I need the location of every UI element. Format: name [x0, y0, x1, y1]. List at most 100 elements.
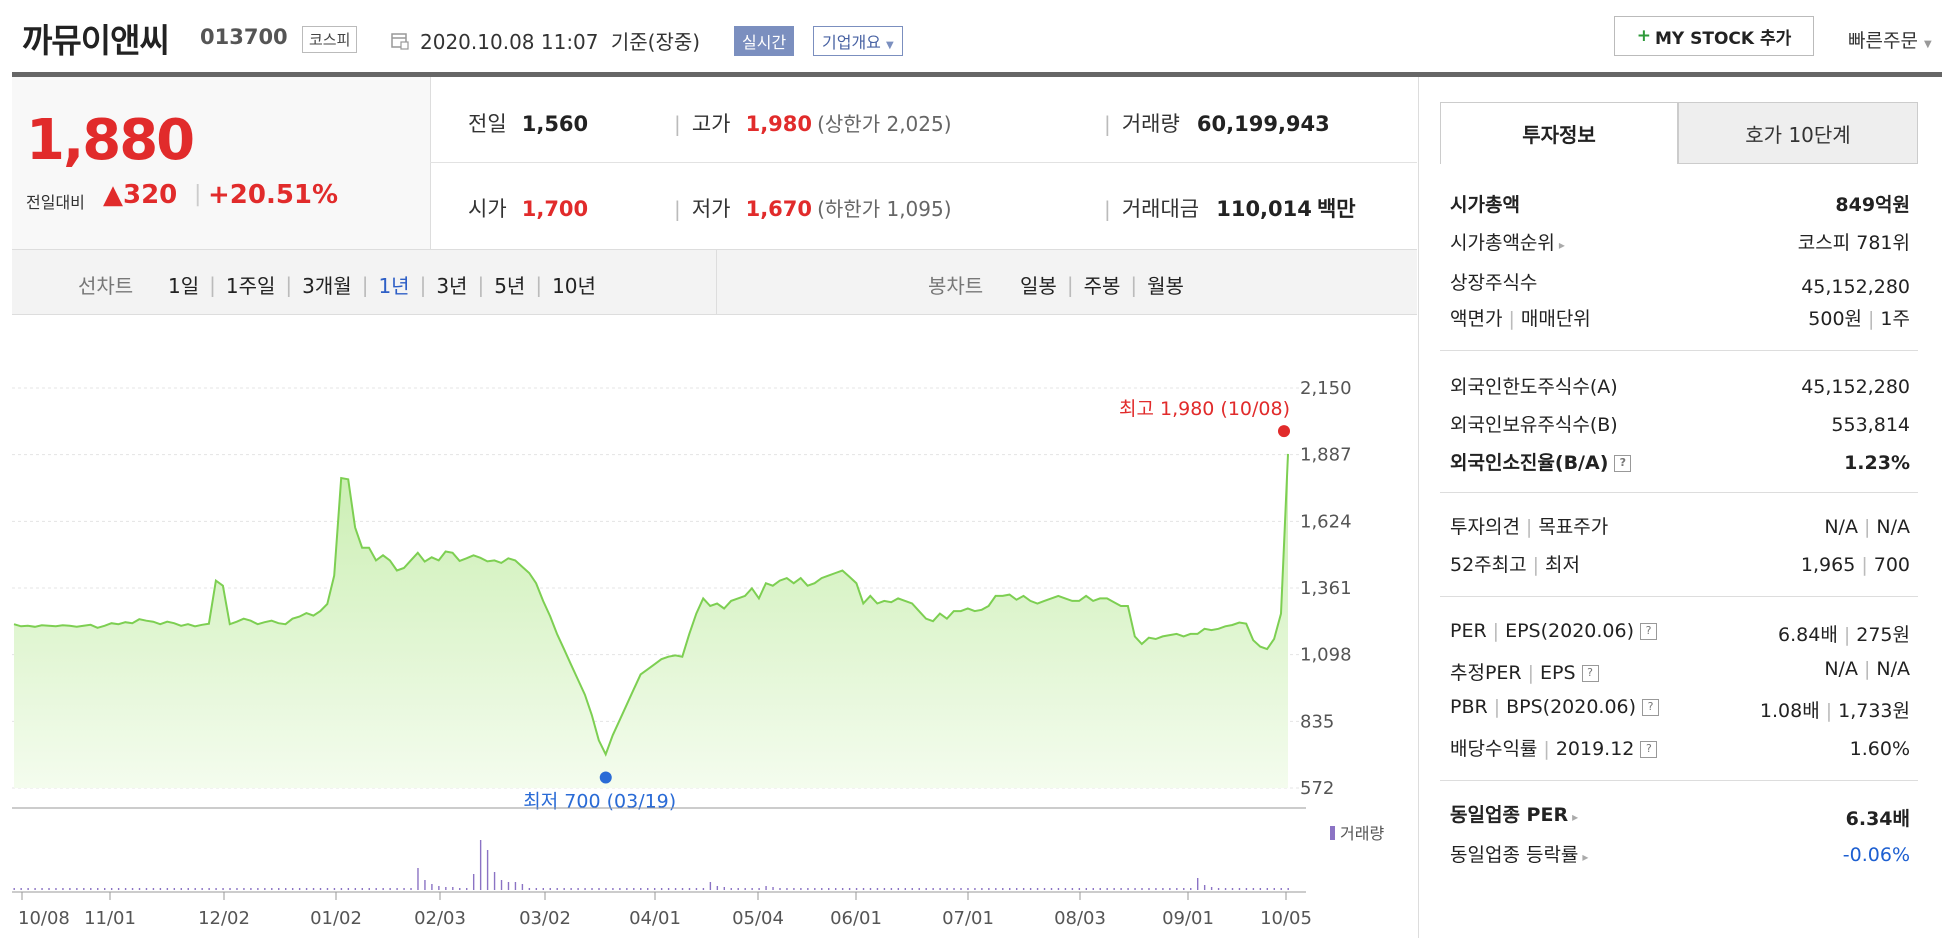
period-tab-1d[interactable]: 1일: [168, 274, 200, 298]
section-divider: [1440, 350, 1918, 351]
volume-bar: [173, 888, 176, 890]
volume-bar: [1127, 888, 1129, 890]
mcap-label: 시가총액: [1450, 194, 1520, 216]
cell-divider: |: [1104, 112, 1111, 136]
tab-divider: |: [209, 272, 216, 297]
volume-bar: [876, 888, 879, 890]
volume-bar: [466, 888, 468, 890]
volume-bar: [1113, 888, 1115, 890]
period-tab-3y[interactable]: 3년: [436, 274, 468, 298]
period-tab-1w[interactable]: 1주일: [225, 274, 276, 298]
tab-divider: |: [419, 272, 427, 297]
sector-per-label: 동일업종 PER: [1450, 804, 1569, 826]
candle-chart-label: 봉차트: [928, 274, 984, 298]
per-label: PER: [1450, 620, 1487, 642]
row-sector-per[interactable]: 동일업종 PER ▸ 6.34배: [1450, 800, 1910, 830]
tab-investment-info[interactable]: 투자정보: [1440, 102, 1678, 164]
row-listed-shares: 상장주식수 45,152,280: [1450, 268, 1910, 298]
max-marker: [1278, 425, 1290, 438]
market-badge: 코스피: [302, 26, 358, 53]
company-overview-button[interactable]: 기업개요 ▼: [813, 26, 903, 56]
row-sector-change[interactable]: 동일업종 등락률 ▸ -0.06%: [1450, 840, 1910, 870]
volume-bar: [1106, 888, 1108, 890]
unit-label: 매매단위: [1520, 308, 1591, 330]
candle-period-tabs: 일봉 | 주봉 | 월봉: [1020, 270, 1184, 299]
prev-compare-label: 전일대비: [26, 193, 85, 212]
mcap-rank-label: 시가총액순위: [1450, 232, 1555, 254]
row-foreign-limit: 외국인한도주식수(A) 45,152,280: [1450, 372, 1910, 402]
foreign-hold-label: 외국인보유주식수(B): [1450, 414, 1618, 436]
stock-name: 까뮤이앤씨: [22, 21, 170, 60]
volume-bar: [640, 888, 642, 890]
volume-bar: [424, 880, 426, 890]
volume-bar: [814, 888, 816, 890]
volume-bar: [1176, 888, 1178, 890]
help-icon[interactable]: ?: [1640, 741, 1658, 758]
candle-tab-weekly[interactable]: 주봉: [1083, 274, 1121, 298]
tab-order-book[interactable]: 호가 10단계: [1678, 102, 1918, 164]
volume-bar: [138, 888, 141, 890]
volume-bar: [250, 888, 252, 890]
chevron-right-icon: ▸: [1582, 850, 1589, 864]
x-tick-label: 11/01: [84, 908, 136, 929]
volume-bar: [459, 888, 461, 890]
volume-bar: [751, 888, 753, 890]
volume-bar: [681, 888, 684, 890]
help-icon[interactable]: ?: [1581, 665, 1599, 682]
period-tab-10y[interactable]: 10년: [552, 274, 596, 298]
volume-bar: [13, 888, 15, 890]
volume-bar: [285, 888, 287, 890]
sector-change-value: -0.06%: [1842, 844, 1910, 866]
row-est-per: 추정PER | EPS? N/A | N/A: [1450, 658, 1910, 688]
volume-bar: [1273, 888, 1275, 890]
row-mcap-rank[interactable]: 시가총액순위 ▸ 코스피 781위: [1450, 228, 1910, 258]
dividend-year: 2019.12: [1555, 738, 1635, 760]
help-icon[interactable]: ?: [1614, 455, 1632, 472]
volume-bar: [1183, 888, 1185, 890]
period-tab-1y[interactable]: 1년: [378, 274, 410, 298]
min-annotation: 최저 700 (03/19): [523, 791, 676, 813]
line-period-tabs: 1일 | 1주일 | 3개월 | 1년 | 3년 | 5년 | 10년: [168, 270, 596, 299]
volume-bar: [201, 888, 203, 890]
volume-bar: [939, 888, 941, 890]
volume-bar: [222, 888, 224, 890]
low-cell: | 저가 1,670 (하한가 1,095): [674, 193, 952, 223]
period-tab-3m[interactable]: 3개월: [302, 274, 352, 298]
volume-bar: [1217, 888, 1220, 890]
cell-divider: |: [1863, 516, 1871, 538]
volume-bar: [354, 888, 357, 890]
x-tick-label: 04/01: [629, 908, 681, 929]
x-tick-label: 06/01: [830, 908, 882, 929]
volume-bar: [1287, 888, 1289, 890]
cell-divider: |: [1492, 620, 1500, 642]
volume-bar: [445, 887, 447, 890]
candle-tab-daily[interactable]: 일봉: [1020, 274, 1057, 298]
volume-bar: [765, 886, 767, 890]
volume-label: 거래량: [1121, 112, 1180, 136]
est-per-label: 추정PER: [1450, 662, 1522, 684]
volume-bar: [855, 888, 858, 890]
volume-bar: [1085, 888, 1088, 890]
volume-bar: [271, 888, 273, 890]
quick-order-button[interactable]: 빠른주문 ▼: [1848, 26, 1932, 53]
period-tab-5y[interactable]: 5년: [494, 274, 526, 298]
volume-bar: [758, 888, 760, 890]
volume-bar: [1071, 888, 1074, 890]
volume-bar: [834, 888, 837, 890]
volume-bar: [779, 888, 781, 890]
x-tick-label: 08/03: [1054, 908, 1106, 929]
candle-tab-monthly[interactable]: 월봉: [1147, 274, 1184, 298]
volume-bar: [862, 888, 865, 890]
realtime-button[interactable]: 실시간: [734, 26, 795, 56]
help-icon[interactable]: ?: [1642, 699, 1660, 716]
volume-bar: [131, 888, 134, 890]
volume-bar: [647, 888, 649, 890]
low-label: 저가: [691, 197, 731, 221]
est-eps-label: EPS: [1540, 662, 1576, 684]
add-my-stock-button[interactable]: + MY STOCK 추가: [1614, 16, 1814, 56]
help-icon[interactable]: ?: [1640, 623, 1657, 640]
open-cell: 시가 1,700: [468, 193, 588, 223]
foreign-ratio-label: 외국인소진율(B/A): [1450, 452, 1609, 474]
est-eps-value: N/A: [1876, 658, 1910, 680]
volume-bar: [110, 888, 113, 890]
